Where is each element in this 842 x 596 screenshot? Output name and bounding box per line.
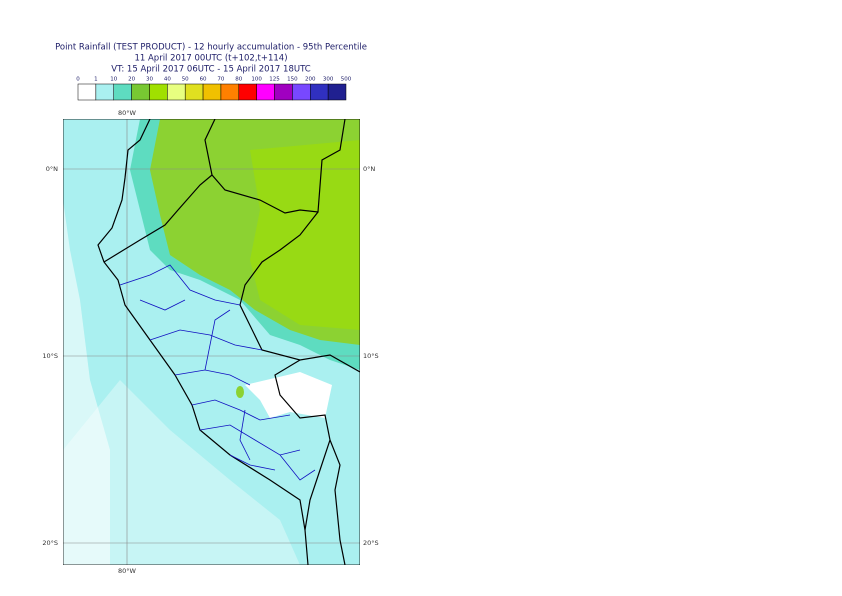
border-north [103, 119, 346, 263]
ocean-light [63, 119, 110, 565]
legend-label: 125 [269, 77, 280, 83]
legend-swatch [220, 83, 240, 101]
legend-label: 0 [76, 77, 80, 83]
valid-time: VT: 15 April 2017 06UTC - 15 April 2017 … [111, 65, 310, 75]
department-borders [119, 264, 316, 481]
legend-swatch [113, 83, 132, 101]
legend-swatch [149, 83, 168, 101]
border-east [239, 211, 360, 373]
legend-label: 300 [323, 77, 334, 83]
rain-yellowgreen [250, 140, 360, 330]
legend-label: 30 [146, 77, 153, 83]
legend-swatch [202, 83, 222, 101]
lat-labels: 0°N 0°N 10°S 10°S 20°S 20°S [42, 165, 378, 547]
legend-label: 500 [341, 77, 352, 83]
legend-swatch [292, 83, 311, 101]
map [63, 119, 360, 565]
legend-label: 80 [235, 77, 242, 83]
legend-label: 40 [164, 77, 171, 83]
legend-swatch [131, 83, 150, 101]
legend-swatch [184, 83, 204, 101]
lon-label: 80°W [118, 109, 137, 117]
ocean-south [63, 380, 300, 565]
lat-label: 10°S [363, 352, 379, 360]
legend-swatch [274, 83, 293, 101]
legend-swatch [238, 83, 257, 101]
legend-swatch [256, 83, 275, 101]
border-ecuador [204, 119, 216, 176]
legend-swatch [310, 83, 329, 101]
issue-time: 11 April 2017 00UTC (t+102,t+114) [134, 54, 287, 64]
border-southeast [274, 359, 346, 565]
coastline [97, 119, 309, 565]
legend-label: 100 [251, 77, 262, 83]
legend-label: 10 [110, 77, 117, 83]
legend-swatch [77, 83, 97, 101]
legend-label: 20 [128, 77, 135, 83]
lat-label: 20°S [363, 539, 379, 547]
legend-label: 50 [182, 77, 189, 83]
legend-label: 200 [305, 77, 316, 83]
lat-label: 10°S [42, 352, 58, 360]
legend-swatch [95, 83, 114, 101]
title: Point Rainfall (TEST PRODUCT) - 12 hourl… [55, 43, 367, 53]
dry-region [245, 372, 332, 418]
legend-swatch [327, 83, 347, 101]
legend-swatch [167, 83, 186, 101]
legend: 0 1 10 20 30 40 50 60 70 80 100 125 150 200 300 500 [76, 77, 352, 101]
legend-label: 150 [287, 77, 298, 83]
lat-label: 0°N [46, 165, 58, 173]
lon-label: 80°W [118, 567, 137, 575]
legend-label: 1 [94, 77, 98, 83]
lat-label: 20°S [42, 539, 58, 547]
legend-label: 60 [200, 77, 207, 83]
legend-label: 70 [217, 77, 224, 83]
rain-spot [236, 386, 244, 398]
lat-label: 0°N [363, 165, 375, 173]
